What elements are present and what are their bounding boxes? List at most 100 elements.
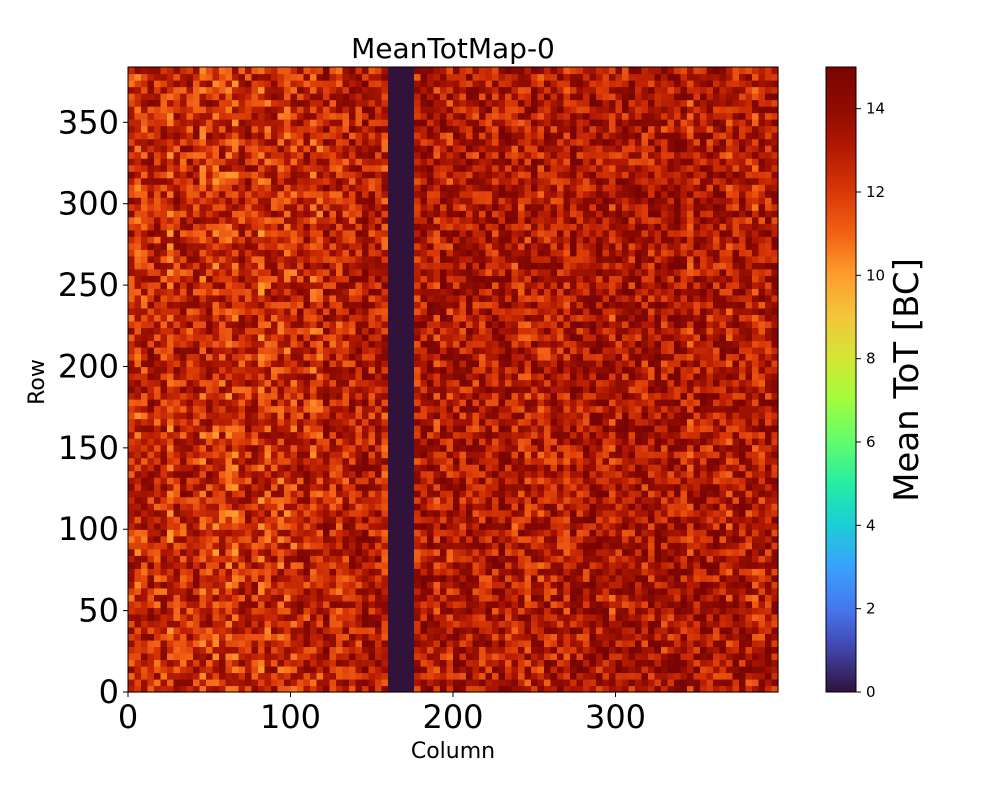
heatmap-cell <box>239 412 246 419</box>
heatmap-cell <box>239 458 246 465</box>
heatmap-cell <box>161 119 168 126</box>
heatmap-cell <box>362 100 369 107</box>
heatmap-cell <box>317 178 324 185</box>
heatmap-cell <box>239 419 246 426</box>
heatmap-cell <box>317 568 324 575</box>
heatmap-cell <box>271 516 278 523</box>
heatmap-cell <box>297 380 304 387</box>
heatmap-cell <box>213 406 220 413</box>
heatmap-cell <box>453 451 460 458</box>
heatmap-cell <box>291 672 298 679</box>
heatmap-cell <box>284 581 291 588</box>
heatmap-cell <box>193 132 200 139</box>
heatmap-cell <box>213 204 220 211</box>
heatmap-cell <box>200 100 207 107</box>
heatmap-cell <box>349 217 356 224</box>
heatmap-cell <box>284 386 291 393</box>
heatmap-cell <box>271 640 278 647</box>
heatmap-cell <box>460 380 467 387</box>
heatmap-cell <box>427 327 434 334</box>
heatmap-cell <box>440 184 447 191</box>
heatmap-cell <box>154 347 161 354</box>
heatmap-cell <box>356 197 363 204</box>
heatmap-cell <box>349 360 356 367</box>
heatmap-cell <box>213 119 220 126</box>
heatmap-cell <box>135 646 142 653</box>
heatmap-cell <box>148 210 155 217</box>
heatmap-cell <box>180 419 187 426</box>
heatmap-cell <box>414 100 421 107</box>
heatmap-cell <box>421 373 428 380</box>
heatmap-cell <box>440 445 447 452</box>
heatmap-cell <box>141 230 148 237</box>
heatmap-cell <box>369 471 376 478</box>
heatmap-cell <box>174 555 181 562</box>
heatmap-cell <box>278 184 285 191</box>
heatmap-cell <box>161 601 168 608</box>
heatmap-cell <box>193 282 200 289</box>
heatmap-cell <box>330 282 337 289</box>
heatmap-cell <box>284 145 291 152</box>
heatmap-cell <box>265 432 272 439</box>
heatmap-cell <box>317 80 324 87</box>
heatmap-cell <box>427 672 434 679</box>
heatmap-cell <box>200 516 207 523</box>
heatmap-cell <box>245 458 252 465</box>
heatmap-cell <box>271 679 278 686</box>
heatmap-cell <box>265 191 272 198</box>
heatmap-cell <box>135 197 142 204</box>
heatmap-cell <box>336 223 343 230</box>
heatmap-cell <box>258 562 265 569</box>
heatmap-cell <box>245 640 252 647</box>
heatmap-cell <box>453 126 460 133</box>
heatmap-cell <box>265 633 272 640</box>
heatmap-cell <box>460 327 467 334</box>
heatmap-cell <box>232 399 239 406</box>
heatmap-cell <box>206 139 213 146</box>
heatmap-cell <box>271 295 278 302</box>
heatmap-cell <box>382 282 389 289</box>
heatmap-cell <box>330 666 337 673</box>
heatmap-cell <box>369 536 376 543</box>
heatmap-cell <box>284 633 291 640</box>
heatmap-cell <box>174 536 181 543</box>
heatmap-cell <box>330 412 337 419</box>
heatmap-cell <box>427 269 434 276</box>
heatmap-cell <box>317 314 324 321</box>
heatmap-cell <box>252 445 259 452</box>
heatmap-cell <box>284 340 291 347</box>
heatmap-cell <box>141 471 148 478</box>
heatmap-cell <box>226 321 233 328</box>
heatmap-cell <box>232 145 239 152</box>
heatmap-cell <box>180 295 187 302</box>
heatmap-cell <box>206 243 213 250</box>
heatmap-cell <box>200 191 207 198</box>
heatmap-cell <box>297 106 304 113</box>
heatmap-cell <box>180 523 187 530</box>
heatmap-cell <box>180 438 187 445</box>
heatmap-cell <box>447 412 454 419</box>
heatmap-cell <box>323 523 330 530</box>
heatmap-cell <box>265 601 272 608</box>
heatmap-cell <box>148 503 155 510</box>
heatmap-cell <box>323 262 330 269</box>
heatmap-cell <box>128 601 135 608</box>
heatmap-cell <box>317 464 324 471</box>
heatmap-cell <box>187 653 194 660</box>
heatmap-cell <box>174 288 181 295</box>
heatmap-cell <box>343 210 350 217</box>
heatmap-cell <box>453 484 460 491</box>
heatmap-cell <box>271 223 278 230</box>
heatmap-cell <box>167 269 174 276</box>
heatmap-cell <box>284 575 291 582</box>
heatmap-cell <box>323 633 330 640</box>
heatmap-cell <box>245 523 252 530</box>
heatmap-cell <box>232 165 239 172</box>
heatmap-cell <box>427 184 434 191</box>
heatmap-cell <box>440 223 447 230</box>
heatmap-cell <box>161 139 168 146</box>
heatmap-cell <box>245 230 252 237</box>
heatmap-cell <box>356 249 363 256</box>
heatmap-cell <box>278 314 285 321</box>
heatmap-cell <box>447 360 454 367</box>
